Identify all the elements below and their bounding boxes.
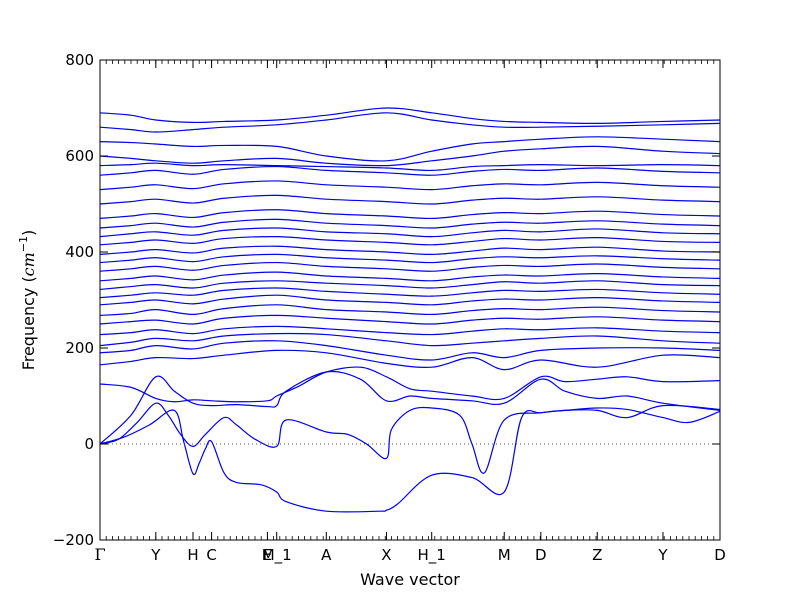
- x-tick-label: Z: [592, 546, 602, 564]
- x-tick-label: H: [187, 546, 198, 564]
- band-line-9: [99, 314, 721, 325]
- y-axis-label-close: ): [19, 230, 38, 236]
- band-line-5: [99, 349, 721, 371]
- y-tick-label: 800: [65, 51, 94, 69]
- band-line-6: [99, 340, 721, 361]
- y-tick-label: 0: [84, 435, 94, 453]
- band-line-19: [99, 227, 721, 238]
- band-line-11: [99, 294, 721, 306]
- x-tick-label: D: [714, 546, 726, 564]
- x-tick-label: Γ: [94, 545, 105, 564]
- band-line-24: [99, 165, 721, 176]
- x-tick-label: A: [321, 546, 332, 564]
- band-line-26: [99, 145, 721, 167]
- x-tick-label: C: [206, 546, 216, 564]
- band-line-23: [99, 180, 721, 191]
- band-line-22: [99, 194, 721, 205]
- band-line-12: [99, 287, 721, 299]
- band-line-28: [99, 112, 721, 133]
- x-tick-label: E: [263, 546, 272, 564]
- band-line-2: [99, 402, 721, 474]
- x-tick-label: Y: [150, 546, 161, 564]
- minor-tick-marks: [99, 60, 721, 540]
- y-tick-label: −200: [53, 531, 94, 549]
- band-line-4: [99, 366, 721, 403]
- band-line-10: [99, 304, 721, 316]
- x-tick-label: D: [535, 546, 547, 564]
- y-tick-label: 200: [65, 339, 94, 357]
- band-lines: [99, 107, 721, 513]
- x-tick-label: H_1: [418, 546, 446, 565]
- x-axis-label: Wave vector: [360, 570, 460, 589]
- band-line-16: [99, 253, 721, 264]
- y-axis-label: Frequency (cm−1): [17, 230, 38, 371]
- y-axis-label-unit: cm: [19, 252, 38, 276]
- band-line-14: [99, 271, 721, 282]
- y-tick-label: 600: [65, 147, 94, 165]
- band-line-25: [99, 162, 721, 172]
- band-line-8: [99, 325, 721, 336]
- y-axis-label-exponent: −1: [17, 236, 30, 252]
- band-line-29: [99, 107, 721, 124]
- band-line-17: [99, 245, 721, 256]
- y-tick-label: 400: [65, 243, 94, 261]
- x-tick-label: M_1: [262, 546, 292, 565]
- band-line-18: [99, 236, 721, 246]
- band-line-13: [99, 280, 721, 291]
- y-axis-ticks: −200 0 200 400 600 800: [53, 51, 720, 549]
- x-tick-label: Y: [657, 546, 668, 564]
- plot-area: [100, 60, 720, 540]
- band-line-15: [99, 261, 721, 272]
- x-tick-label: M: [498, 546, 511, 564]
- x-axis-ticks: Γ Y H C EM_1 A X H_1 M D Z Y D: [94, 60, 726, 565]
- band-line-20: [99, 218, 721, 229]
- band-line-21: [99, 209, 721, 220]
- y-axis-label-main: Frequency (: [19, 276, 38, 370]
- band-line-27: [99, 136, 721, 162]
- x-tick-label: X: [381, 546, 391, 564]
- band-line-7: [99, 332, 721, 347]
